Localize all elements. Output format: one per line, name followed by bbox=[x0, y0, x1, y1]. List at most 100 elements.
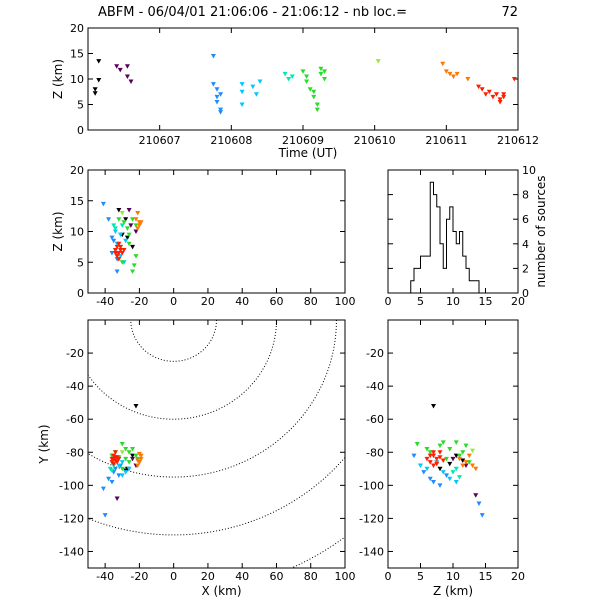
source-point bbox=[307, 87, 313, 92]
y-axis-label: Z (km) bbox=[51, 59, 65, 99]
x-tick-label: 0 bbox=[385, 295, 392, 308]
source-point bbox=[138, 453, 144, 459]
source-point bbox=[501, 94, 507, 100]
source-point bbox=[96, 78, 102, 83]
source-point bbox=[465, 77, 471, 82]
source-point bbox=[431, 453, 436, 459]
x-height-panel: -40 -20 0 20 40 60 80 100 0 5 10 15 20 Z (km) bbox=[51, 164, 356, 308]
source-point bbox=[314, 102, 320, 107]
x-tick-label: 40 bbox=[235, 295, 249, 308]
source-point bbox=[427, 476, 433, 482]
source-point bbox=[131, 263, 137, 268]
source-point bbox=[116, 241, 122, 247]
source-point bbox=[457, 475, 462, 480]
source-point bbox=[431, 480, 436, 485]
y-tick-label: 0 bbox=[77, 124, 84, 137]
x-axis-label: Time (UT) bbox=[278, 146, 338, 160]
source-point bbox=[118, 247, 124, 253]
source-point bbox=[300, 69, 306, 74]
source-point bbox=[121, 220, 127, 225]
source-point bbox=[118, 254, 124, 259]
source-point bbox=[210, 54, 216, 59]
source-point bbox=[112, 455, 118, 460]
source-point bbox=[138, 456, 144, 462]
source-point bbox=[447, 446, 453, 452]
source-point bbox=[304, 74, 310, 79]
source-point bbox=[460, 463, 466, 468]
source-point bbox=[311, 89, 317, 95]
source-point bbox=[440, 458, 446, 464]
source-point bbox=[444, 473, 449, 478]
plan-view-panel: -40 -20 0 20 40 60 80 100 -140 -120 -100 -80 -60 -40 -… bbox=[37, 319, 356, 598]
source-point bbox=[286, 77, 292, 82]
source-point bbox=[116, 217, 122, 222]
x-tick-label: 20 bbox=[511, 295, 525, 308]
source-point bbox=[424, 466, 430, 472]
x-tick-label: -20 bbox=[130, 570, 148, 583]
source-point bbox=[214, 87, 220, 92]
source-point bbox=[437, 483, 443, 488]
source-point bbox=[457, 456, 462, 462]
y-tick-label: -120 bbox=[359, 512, 384, 525]
y-tick-label: -40 bbox=[366, 380, 384, 393]
source-point bbox=[418, 463, 423, 468]
source-point bbox=[124, 235, 130, 241]
source-point bbox=[318, 66, 324, 72]
source-point bbox=[511, 77, 517, 82]
source-point bbox=[126, 460, 132, 465]
source-point bbox=[473, 466, 479, 472]
y-axis-label: Y (km) bbox=[37, 424, 51, 464]
source-point bbox=[111, 238, 117, 244]
source-point bbox=[431, 403, 436, 409]
source-point bbox=[424, 456, 430, 462]
source-point bbox=[118, 244, 124, 250]
source-point bbox=[421, 470, 427, 475]
source-point bbox=[440, 61, 446, 67]
source-point bbox=[451, 74, 456, 79]
x-tick-label: 0 bbox=[170, 295, 177, 308]
source-point bbox=[253, 92, 259, 97]
source-point bbox=[109, 235, 115, 241]
y-axis-label: number of sources bbox=[534, 175, 548, 287]
source-point bbox=[130, 244, 136, 250]
source-point bbox=[434, 456, 440, 462]
y-tick-label: 2 bbox=[522, 262, 529, 275]
source-point bbox=[460, 458, 466, 464]
source-point bbox=[486, 89, 492, 95]
source-point bbox=[116, 207, 122, 213]
source-point bbox=[494, 92, 499, 97]
source-point bbox=[476, 84, 482, 90]
source-point bbox=[218, 110, 224, 115]
source-point bbox=[282, 71, 288, 77]
source-point bbox=[311, 94, 317, 100]
source-point bbox=[257, 79, 263, 85]
source-point bbox=[447, 476, 453, 482]
plot-frame bbox=[87, 27, 519, 131]
source-point bbox=[130, 269, 136, 274]
source-point bbox=[218, 92, 224, 97]
source-point bbox=[135, 463, 141, 468]
source-point bbox=[114, 64, 120, 69]
figure-title: ABFM - 06/04/01 21:06:06 - 21:06:12 - nb… bbox=[98, 5, 407, 20]
source-point bbox=[106, 476, 112, 482]
source-point bbox=[128, 79, 134, 85]
source-point bbox=[119, 450, 125, 455]
y-tick-label: 10 bbox=[70, 73, 84, 86]
source-point bbox=[239, 82, 245, 87]
x-tick-label: 20 bbox=[511, 570, 525, 583]
source-point bbox=[102, 513, 108, 518]
source-point bbox=[466, 453, 472, 459]
x-axis-label: X (km) bbox=[201, 584, 241, 598]
source-point bbox=[114, 244, 120, 250]
x-tick-label: 5 bbox=[417, 295, 424, 308]
source-point bbox=[318, 71, 324, 77]
source-point bbox=[100, 486, 106, 492]
source-point bbox=[450, 470, 456, 475]
y-tick-label: 5 bbox=[77, 99, 84, 112]
x-tick-label: 210610 bbox=[354, 134, 396, 147]
source-point bbox=[483, 92, 489, 97]
source-point bbox=[289, 74, 295, 79]
source-point bbox=[118, 232, 124, 238]
source-point bbox=[92, 87, 98, 92]
